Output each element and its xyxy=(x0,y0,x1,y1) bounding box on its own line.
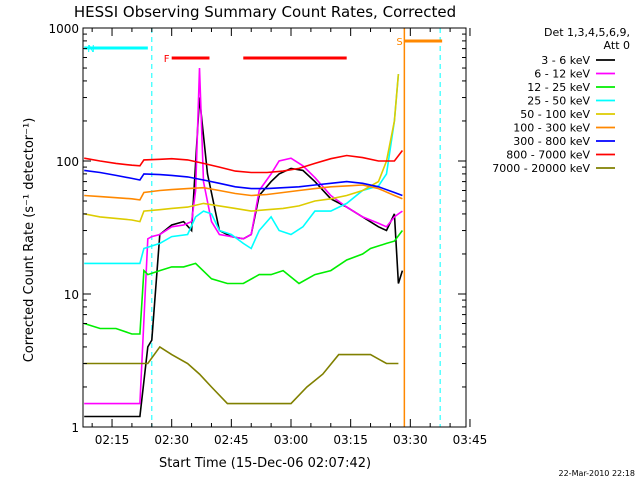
legend-label: 7000 - 20000 keV xyxy=(492,162,590,175)
series-line-8 xyxy=(84,150,404,174)
series-line-2 xyxy=(84,67,403,405)
axes: 1 10 100 1000 02:15 02:30 02:45 03:00 03:15 03:30… xyxy=(48,22,487,447)
legend-label: 300 - 800 keV xyxy=(513,135,590,148)
legend-header-line-1: Det 1,3,4,5,6,9, xyxy=(544,26,630,39)
series-line-4 xyxy=(84,74,400,265)
series-line-3 xyxy=(83,230,404,335)
legend-label: 25 - 50 keV xyxy=(527,95,590,108)
legend-label: 6 - 12 keV xyxy=(534,68,590,81)
legend-label: 100 - 300 keV xyxy=(513,122,590,135)
chart-title: HESSI Observing Summary Count Rates, Cor… xyxy=(74,3,456,21)
plot-area: F N S xyxy=(83,28,443,427)
x-tick-label: 03:30 xyxy=(393,433,428,447)
y-tick-label: 1 xyxy=(71,421,79,435)
y-tick-label: 10 xyxy=(64,288,79,302)
x-tick-label: 02:15 xyxy=(95,433,130,447)
flag-label-n: N xyxy=(87,44,94,55)
legend-header-line-2: Att 0 xyxy=(604,39,630,52)
x-tick-label: 03:00 xyxy=(274,433,309,447)
plot-frame xyxy=(82,27,467,428)
series-line-9 xyxy=(84,345,399,405)
x-tick-label: 02:45 xyxy=(214,433,249,447)
y-tick-label: 100 xyxy=(56,155,79,169)
x-tick-label: 02:30 xyxy=(154,433,189,447)
x-tick-label: 03:45 xyxy=(453,433,488,447)
flag-label-f: F xyxy=(164,54,170,65)
x-tick-label: 03:15 xyxy=(333,433,368,447)
y-axis-label: Corrected Count Rate (s⁻¹ detector⁻¹) xyxy=(22,118,37,363)
legend-label: 50 - 100 keV xyxy=(520,108,590,121)
series-line-6 xyxy=(84,184,403,201)
legend-label: 800 - 7000 keV xyxy=(506,149,590,162)
series-line-7 xyxy=(84,169,403,197)
legend-label: 3 - 6 keV xyxy=(541,54,590,67)
y-tick-label: 1000 xyxy=(48,22,79,36)
flag-label-s: S xyxy=(396,37,402,48)
series-line-5 xyxy=(84,74,400,223)
x-axis-label: Start Time (15-Dec-06 02:07:42) xyxy=(159,456,371,471)
footer-date: 22-Mar-2010 22:18 xyxy=(559,469,636,478)
legend-label: 12 - 25 keV xyxy=(527,81,590,94)
